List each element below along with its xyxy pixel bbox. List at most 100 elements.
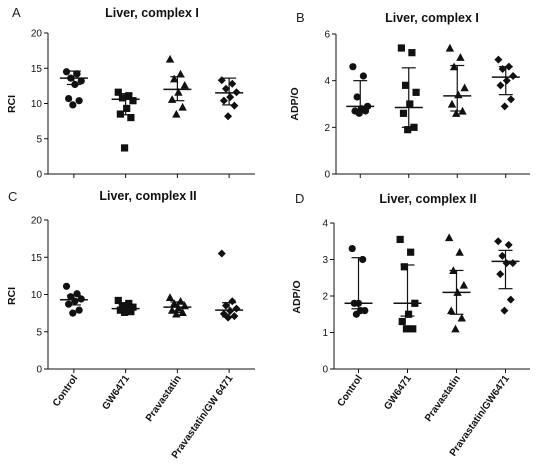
data-point-b bbox=[509, 72, 518, 80]
data-point-a bbox=[221, 84, 230, 93]
x-tick-label-c: Pravastatin bbox=[144, 373, 184, 423]
y-tick-label-b: 4 bbox=[324, 76, 330, 87]
data-point-d bbox=[404, 310, 413, 318]
data-point-c bbox=[116, 306, 124, 314]
data-point-c bbox=[167, 305, 177, 314]
y-tick-label-b: 2 bbox=[324, 123, 330, 134]
data-point-c bbox=[232, 304, 241, 313]
data-point-b bbox=[402, 81, 410, 89]
data-point-a bbox=[174, 88, 183, 96]
data-point-d bbox=[502, 259, 511, 268]
data-point-c bbox=[221, 301, 230, 310]
data-point-d bbox=[400, 263, 408, 271]
plot-area-c: 0 5 10 15 20 Control GW6471 PravastatinPravasta… bbox=[31, 216, 255, 461]
data-point-a bbox=[167, 95, 177, 103]
data-point-a bbox=[172, 109, 181, 118]
y-tick-label-d: 0 bbox=[322, 365, 328, 376]
data-point-a bbox=[116, 110, 124, 118]
y-tick-label-d: 3 bbox=[322, 255, 328, 266]
x-tick-label-c: GW6471 bbox=[100, 373, 132, 412]
data-point-d bbox=[455, 248, 464, 256]
data-point-c bbox=[129, 303, 137, 311]
data-point-c bbox=[71, 297, 79, 305]
data-point-c bbox=[69, 309, 77, 317]
data-point-b bbox=[399, 109, 408, 117]
data-point-c bbox=[75, 306, 83, 314]
panel-letter-b: B bbox=[296, 10, 305, 25]
data-point-d bbox=[504, 240, 513, 249]
data-point-c bbox=[120, 308, 129, 316]
y-tick-label-a: 10 bbox=[31, 99, 43, 110]
y-tick-label-d: 2 bbox=[322, 292, 328, 303]
y-tick-label-a: 0 bbox=[36, 170, 42, 181]
data-point-d bbox=[359, 255, 367, 264]
data-point-d bbox=[447, 306, 456, 315]
data-point-d bbox=[500, 306, 509, 315]
data-point-d bbox=[402, 325, 411, 333]
data-point-a bbox=[75, 97, 83, 105]
data-point-a bbox=[118, 94, 127, 102]
data-point-a bbox=[219, 96, 228, 105]
data-point-c bbox=[65, 300, 73, 308]
data-point-d bbox=[409, 325, 417, 333]
data-point-b bbox=[460, 83, 469, 92]
data-point-a bbox=[65, 94, 73, 103]
data-point-b bbox=[494, 55, 503, 64]
y-tick-label-b: 6 bbox=[324, 30, 330, 41]
panel-a: A Liver, complex I RCI bbox=[6, 5, 199, 113]
data-point-b bbox=[404, 126, 412, 134]
data-point-b bbox=[353, 93, 361, 101]
data-point-b bbox=[412, 88, 420, 96]
y-tick-label-c: 0 bbox=[36, 365, 42, 376]
data-point-d bbox=[444, 233, 454, 242]
data-point-c bbox=[165, 293, 175, 302]
y-tick-label-c: 15 bbox=[31, 253, 43, 264]
data-point-a bbox=[77, 77, 85, 85]
data-point-d bbox=[348, 244, 356, 253]
y-tick-label-d: 4 bbox=[322, 219, 328, 230]
y-tick-label-c: 20 bbox=[31, 216, 43, 227]
data-point-a bbox=[217, 76, 226, 85]
data-point-a bbox=[73, 70, 81, 78]
y-tick-label-a: 20 bbox=[31, 29, 43, 40]
data-point-d bbox=[451, 324, 460, 333]
data-point-d bbox=[396, 235, 404, 244]
x-tick-label-d: GW6471 bbox=[382, 373, 414, 412]
panel-title-c: Liver, complex II bbox=[99, 189, 196, 203]
panel-c: C Liver, complex II RCI bbox=[6, 189, 197, 305]
data-point-c bbox=[172, 309, 181, 318]
data-point-b bbox=[507, 95, 515, 104]
data-point-d bbox=[498, 251, 507, 260]
data-point-b bbox=[456, 53, 465, 61]
plot-area-a: 0 5 10 15 20 bbox=[31, 29, 255, 181]
x-tick-label-d: Control bbox=[336, 373, 366, 409]
data-point-c bbox=[170, 299, 179, 308]
data-point-b bbox=[496, 81, 505, 90]
data-point-a bbox=[127, 114, 135, 122]
y-axis-label-a: RCI bbox=[6, 95, 18, 113]
panel-d: D Liver, complex II ADP/O bbox=[291, 191, 477, 314]
panel-title-a: Liver, complex I bbox=[105, 6, 199, 20]
panel-b: B Liver, complex I ADP/O bbox=[289, 10, 479, 121]
data-point-c bbox=[125, 299, 133, 308]
data-point-c bbox=[230, 312, 239, 321]
y-tick-label-a: 5 bbox=[36, 134, 42, 145]
data-point-d bbox=[494, 237, 503, 246]
data-point-b bbox=[445, 43, 455, 52]
data-point-a bbox=[170, 74, 179, 83]
panel-letter-a: A bbox=[12, 5, 21, 20]
data-point-b bbox=[452, 109, 461, 117]
data-point-a bbox=[226, 93, 235, 102]
y-tick-label-a: 15 bbox=[31, 64, 43, 75]
data-point-a bbox=[224, 112, 233, 121]
data-point-c bbox=[114, 296, 122, 305]
plot-area-b: 0 2 4 6 bbox=[324, 30, 530, 181]
y-tick-label-c: 5 bbox=[36, 327, 42, 338]
x-tick-label-c: Control bbox=[51, 373, 81, 409]
panel-title-b: Liver, complex I bbox=[385, 11, 479, 25]
data-point-d bbox=[459, 280, 469, 289]
data-point-b bbox=[447, 99, 457, 108]
data-point-c bbox=[224, 313, 233, 322]
